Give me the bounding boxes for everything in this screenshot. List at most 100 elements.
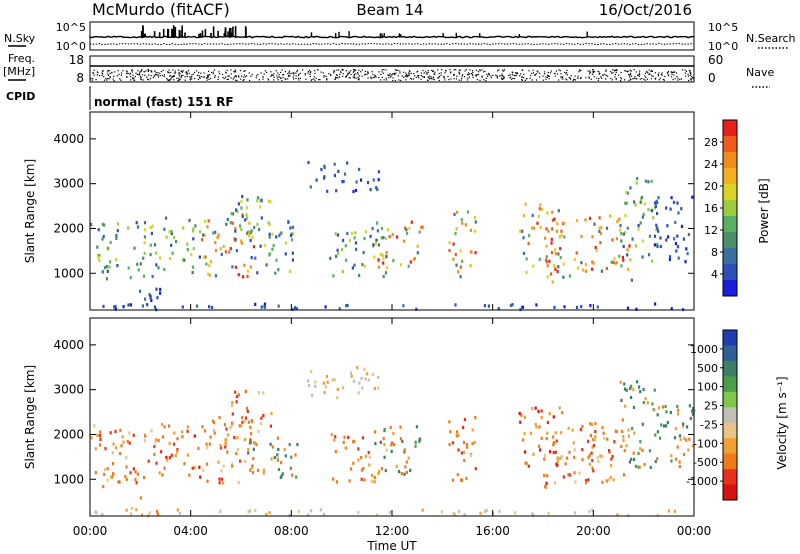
nave-point [342,69,344,71]
nave-point [556,73,559,75]
range-gate-cell [614,429,617,433]
range-gate-cell [556,269,559,274]
range-gate-cell [672,200,676,204]
range-gate-cell [575,305,579,310]
range-gate-cell [460,218,463,222]
range-gate-cell [455,227,458,231]
nave-point [588,77,590,79]
nave-point [250,75,252,77]
range-gate-cell [544,484,547,488]
range-gate-cell [354,231,357,235]
nave-point [244,70,246,72]
range-gate-cell [585,481,588,485]
nave-point [657,75,659,77]
nave-point [612,69,614,71]
range-gate-cell [673,509,676,513]
range-gate-cell [461,259,464,263]
range-gate-cell [244,218,247,222]
range-gate-cell [593,222,596,226]
nave-point [151,71,153,73]
nave-point [412,78,415,80]
range-gate-cell [128,431,131,435]
range-gate-cell [165,455,168,459]
range-gate-cell [388,235,391,239]
range-gate-cell [208,273,211,277]
nave-point [438,79,440,82]
nave-point [380,79,382,81]
range-gate-cell [622,244,625,249]
nave-point [428,77,430,79]
range-gate-cell [336,248,339,252]
range-gate-cell [229,221,232,225]
freq-label: Freq. [8,52,35,65]
range-gate-cell [149,226,152,230]
range-gate-cell [524,461,527,465]
range-gate-cell [655,199,658,203]
range-gate-cell [277,447,280,452]
range-gate-cell [629,186,632,190]
range-gate-cell [237,202,240,206]
range-gate-cell [539,448,542,452]
range-gate-cell [594,245,597,250]
colorbar-tick-label: 8 [711,246,718,259]
range-gate-cell [265,263,268,267]
range-gate-cell [251,471,255,475]
range-gate-cell [170,231,173,236]
range-gate-cell [367,378,370,382]
range-gate-cell [401,439,404,443]
nave-point [147,70,149,73]
range-gate-cell [263,302,267,306]
nave-point [93,69,95,71]
nave-point [338,69,340,71]
range-gate-cell [592,444,596,448]
nsky-spike [174,26,177,37]
range-gate-cell [309,185,312,189]
range-gate-cell [173,442,176,446]
range-gate-cell [291,307,294,311]
nave-point [585,77,587,79]
nave-point [616,70,618,72]
range-gate-cell [381,253,384,257]
range-gate-cell [168,230,171,234]
colorbar-frame [722,329,738,501]
range-gate-cell [235,451,238,456]
range-gate-cell [550,251,554,255]
range-gate-cell [656,413,659,417]
range-gate-cell [555,462,558,466]
freq-panel [89,55,695,83]
nave-point [258,79,260,81]
nave-point [408,75,410,77]
range-gate-cell [204,219,207,223]
nave-point [287,78,289,80]
range-gate-cell [626,226,629,230]
nave-point [445,69,447,72]
range-gate-cell [657,229,660,233]
range-gate-cell [336,396,339,400]
range-gate-cell [271,445,274,449]
range-gate-cell [676,201,679,205]
nave-point [309,73,311,75]
range-gate-cell [527,464,530,468]
range-gate-cell [332,274,335,278]
range-gate-cell [669,207,672,211]
range-gate-cell [103,472,106,476]
nave-point [459,73,461,75]
range-gate-cell [183,258,186,262]
nave-point [295,72,297,74]
nave-point [681,69,683,71]
range-gate-cell [691,195,694,199]
velocity-data [90,365,696,518]
nave-point [558,69,560,71]
range-gate-cell [254,256,257,260]
range-gate-cell [403,448,406,452]
nsky-spike [142,34,145,37]
colorbar-tick-label: 1000 [690,343,718,356]
nave-point [347,72,349,74]
nave-point [492,74,494,77]
range-gate-cell [220,477,224,481]
nave-point [618,74,620,76]
range-gate-cell [483,509,486,513]
range-gate-cell [550,237,553,241]
nave-point [536,79,538,81]
range-gate-cell [454,232,457,236]
